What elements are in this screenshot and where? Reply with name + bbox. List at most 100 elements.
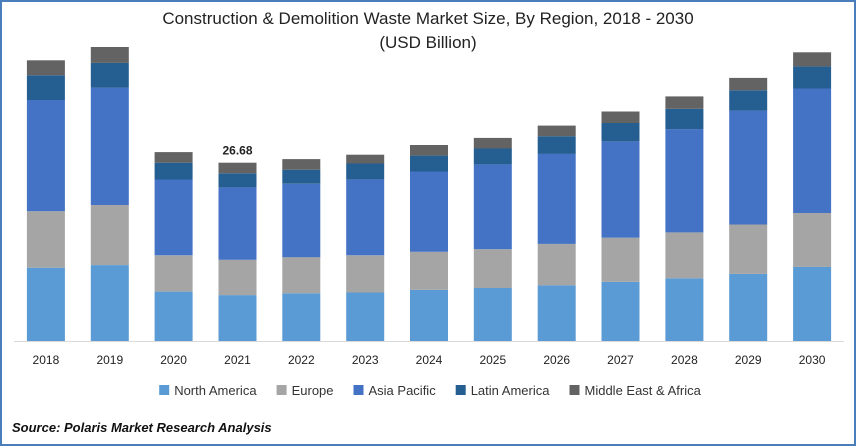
data-label-2021: 26.68 <box>222 144 252 158</box>
bar-2026-middle-east-africa <box>537 125 576 137</box>
bar-2025-europe <box>473 249 512 288</box>
legend-swatch <box>353 385 364 395</box>
bar-2029-middle-east-africa <box>729 77 768 91</box>
bar-2024-north-america <box>410 289 448 341</box>
bar-2027-asia-pacific <box>601 141 640 238</box>
x-tick-2025: 2025 <box>479 353 506 367</box>
legend-item-middle-east-africa: Middle East & Africa <box>569 383 702 398</box>
x-tick-2021: 2021 <box>224 353 251 367</box>
bar-2029-latin-america <box>729 90 768 111</box>
bar-2018-north-america <box>26 267 65 341</box>
bar-2029-north-america <box>729 273 768 341</box>
bar-2029-asia-pacific <box>729 110 768 225</box>
bar-2025-latin-america <box>473 148 512 165</box>
bar-2027-europe <box>601 237 640 282</box>
x-tick-2027: 2027 <box>607 353 634 367</box>
legend-item-north-america: North America <box>159 383 257 398</box>
bar-2020-asia-pacific <box>154 179 193 256</box>
bar-2022-latin-america <box>282 169 321 184</box>
bar-2020-europe <box>154 255 193 292</box>
bar-2028-asia-pacific <box>665 129 704 233</box>
legend-label: Middle East & Africa <box>585 383 702 398</box>
bar-2025-middle-east-africa <box>473 137 512 149</box>
bar-2019-north-america <box>90 265 129 341</box>
x-tick-2020: 2020 <box>160 353 187 367</box>
x-axis-ticks: 2018 2019 2020 2021 2022 2023 2024 2025 2026 2027… <box>33 353 826 367</box>
bar-2027-north-america <box>601 281 640 341</box>
bar-2020-north-america <box>154 291 193 341</box>
bar-2021-asia-pacific <box>218 187 257 260</box>
bar-2024-asia-pacific <box>410 171 448 252</box>
legend-item-latin-america: Latin America <box>455 383 551 398</box>
bar-2027-latin-america <box>601 122 640 142</box>
bar-2019-europe <box>90 205 129 265</box>
bar-2022-north-america <box>282 293 321 341</box>
bar-2030-europe <box>793 213 832 267</box>
bar-2018-asia-pacific <box>26 100 65 212</box>
legend-item-europe: Europe <box>276 383 334 398</box>
bar-2019-middle-east-africa <box>90 47 129 63</box>
bar-2021-latin-america <box>218 173 257 188</box>
legend-label: Latin America <box>471 383 551 398</box>
bar-2019-asia-pacific <box>90 87 129 205</box>
legend-item-asia-pacific: Asia Pacific <box>353 383 437 398</box>
bar-2030-north-america <box>793 266 832 341</box>
legend-swatch <box>569 385 580 395</box>
bar-2018-middle-east-africa <box>26 60 65 76</box>
bar-2018-latin-america <box>26 75 65 100</box>
bar-2020-latin-america <box>154 162 193 180</box>
bar-2030-asia-pacific <box>793 88 832 213</box>
chart-subtitle: (USD Billion) <box>379 33 477 52</box>
bar-2026-asia-pacific <box>537 153 576 244</box>
x-tick-2030: 2030 <box>799 353 826 367</box>
x-tick-2018: 2018 <box>33 353 60 367</box>
bar-2022-europe <box>282 257 321 294</box>
legend-label: Europe <box>292 383 334 398</box>
bar-2029-europe <box>729 224 768 274</box>
legend-swatch <box>159 385 170 395</box>
x-tick-2022: 2022 <box>288 353 315 367</box>
bar-2018-europe <box>26 211 65 268</box>
x-tick-2026: 2026 <box>543 353 570 367</box>
bar-2024-middle-east-africa <box>410 145 448 156</box>
x-tick-2029: 2029 <box>735 353 762 367</box>
data-labels: 26.68 <box>222 144 252 158</box>
bar-2022-middle-east-africa <box>282 159 321 170</box>
bar-2021-north-america <box>218 295 257 341</box>
bar-2023-middle-east-africa <box>346 154 385 164</box>
x-tick-2019: 2019 <box>96 353 123 367</box>
legend: North America Europe Asia Pacific Latin Ame… <box>159 383 702 398</box>
bar-2022-asia-pacific <box>282 183 321 258</box>
bar-2026-north-america <box>537 285 576 341</box>
bar-2030-latin-america <box>793 66 832 89</box>
bar-2026-latin-america <box>537 136 576 154</box>
x-tick-2024: 2024 <box>416 353 443 367</box>
bar-2023-north-america <box>346 292 385 341</box>
bar-2028-middle-east-africa <box>665 96 704 109</box>
bar-2028-europe <box>665 232 704 279</box>
bar-2030-middle-east-africa <box>793 52 832 67</box>
bar-2020-middle-east-africa <box>154 152 193 163</box>
bar-2024-latin-america <box>410 155 448 172</box>
source-note: Source: Polaris Market Research Analysis <box>12 420 272 435</box>
x-tick-2028: 2028 <box>671 353 698 367</box>
bar-2021-middle-east-africa <box>218 162 257 174</box>
bar-2028-latin-america <box>665 108 704 130</box>
bar-2019-latin-america <box>90 62 129 88</box>
bar-2021-europe <box>218 259 257 296</box>
bar-2025-asia-pacific <box>473 164 512 250</box>
bar-2024-europe <box>410 251 448 290</box>
legend-label: Asia Pacific <box>369 383 437 398</box>
bar-2027-middle-east-africa <box>601 111 640 123</box>
bar-2026-europe <box>537 243 576 286</box>
bar-2028-north-america <box>665 278 704 341</box>
x-tick-2023: 2023 <box>352 353 379 367</box>
bars-group <box>26 47 832 341</box>
bar-2023-europe <box>346 255 385 293</box>
legend-swatch <box>276 385 287 395</box>
bar-2025-north-america <box>473 288 512 341</box>
bar-2023-asia-pacific <box>346 179 385 256</box>
legend-label: North America <box>174 383 257 398</box>
